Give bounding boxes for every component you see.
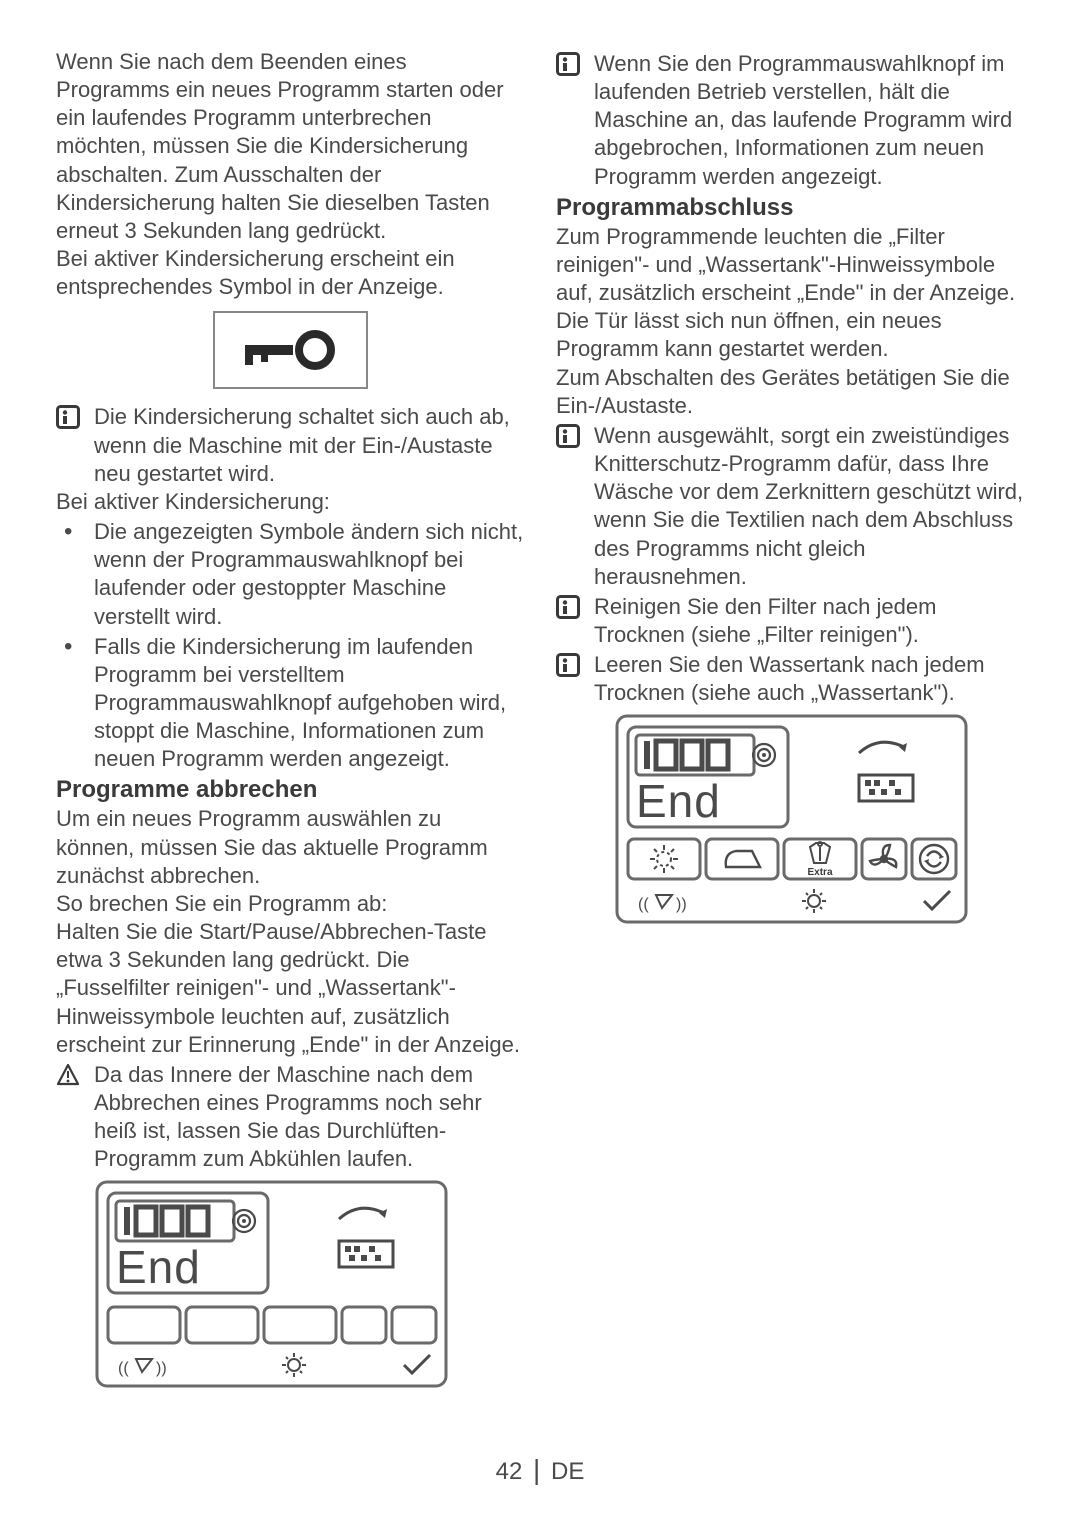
- heading-programmabschluss: Programmabschluss: [556, 193, 1024, 223]
- para: Zum Programmende leuchten die „Filter re…: [556, 223, 1024, 364]
- info-note: Die Kindersicherung schaltet sich auch a…: [56, 403, 524, 487]
- para: Reinigen Sie den Filter nach jedem Trock…: [594, 593, 1024, 649]
- extra-label: Extra: [807, 867, 832, 878]
- info-note: Wenn Sie den Programmauswahlknopf im lau…: [556, 50, 1024, 191]
- para: Bei aktiver Kindersicherung erscheint ei…: [56, 245, 524, 301]
- svg-text:((: ((: [638, 896, 649, 913]
- info-note: Leeren Sie den Wassertank nach jedem Tro…: [556, 651, 1024, 707]
- left-column: Wenn Sie nach dem Beenden eines Programm…: [56, 48, 524, 1394]
- key-icon: [235, 327, 345, 373]
- para: Zum Abschalten des Gerätes betätigen Sie…: [556, 364, 1024, 420]
- page-number: 42: [496, 1458, 523, 1485]
- para: Leeren Sie den Wassertank nach jedem Tro…: [594, 651, 1024, 707]
- warning-icon: [56, 1063, 80, 1092]
- heading-programme-abbrechen: Programme abbrechen: [56, 775, 524, 805]
- para: Um ein neues Programm auswählen zu könne…: [56, 805, 524, 889]
- para: Die angezeigten Symbole ändern sich nich…: [94, 518, 524, 631]
- list-item: Falls die Kindersicherung im laufenden P…: [56, 633, 524, 774]
- para: So brechen Sie ein Programm ab:: [56, 890, 524, 918]
- para: Da das Innere der Maschine nach dem Abbr…: [94, 1061, 524, 1174]
- svg-text:((: ((: [118, 1360, 129, 1377]
- main-columns: Wenn Sie nach dem Beenden eines Programm…: [56, 48, 1024, 1394]
- display-panel-left: End: [94, 1179, 449, 1394]
- list-item: Die angezeigten Symbole ändern sich nich…: [56, 518, 524, 631]
- page-lang: DE: [551, 1458, 584, 1485]
- right-column: Wenn Sie den Programmauswahlknopf im lau…: [556, 48, 1024, 1394]
- para: Wenn Sie nach dem Beenden eines Programm…: [56, 48, 524, 245]
- info-note: Reinigen Sie den Filter nach jedem Trock…: [556, 593, 1024, 649]
- info-icon: [556, 653, 580, 682]
- display-panel-right: End: [614, 713, 969, 930]
- para: Die Kindersicherung schaltet sich auch a…: [94, 403, 524, 487]
- info-icon: [556, 424, 580, 453]
- warning-note: Da das Innere der Maschine nach dem Abbr…: [56, 1061, 524, 1174]
- para: Falls die Kindersicherung im laufenden P…: [94, 633, 524, 774]
- info-icon: [556, 52, 580, 81]
- svg-text:)): )): [676, 896, 687, 913]
- para: Halten Sie die Start/Pause/Abbrechen-Tas…: [56, 918, 524, 1059]
- para: Bei aktiver Kindersicherung:: [56, 488, 524, 516]
- info-icon: [56, 405, 80, 434]
- page-footer: 42 | DE: [0, 1454, 1080, 1486]
- para: Wenn Sie den Programmauswahlknopf im lau…: [594, 50, 1024, 191]
- para: Wenn ausgewählt, sorgt ein zweistündiges…: [594, 422, 1024, 591]
- svg-text:End: End: [636, 775, 721, 827]
- key-symbol-illustration: [213, 311, 368, 389]
- info-icon: [556, 595, 580, 624]
- svg-text:End: End: [116, 1241, 201, 1293]
- footer-separator: |: [533, 1454, 540, 1485]
- svg-text:)): )): [156, 1360, 167, 1377]
- info-note: Wenn ausgewählt, sorgt ein zweistündiges…: [556, 422, 1024, 591]
